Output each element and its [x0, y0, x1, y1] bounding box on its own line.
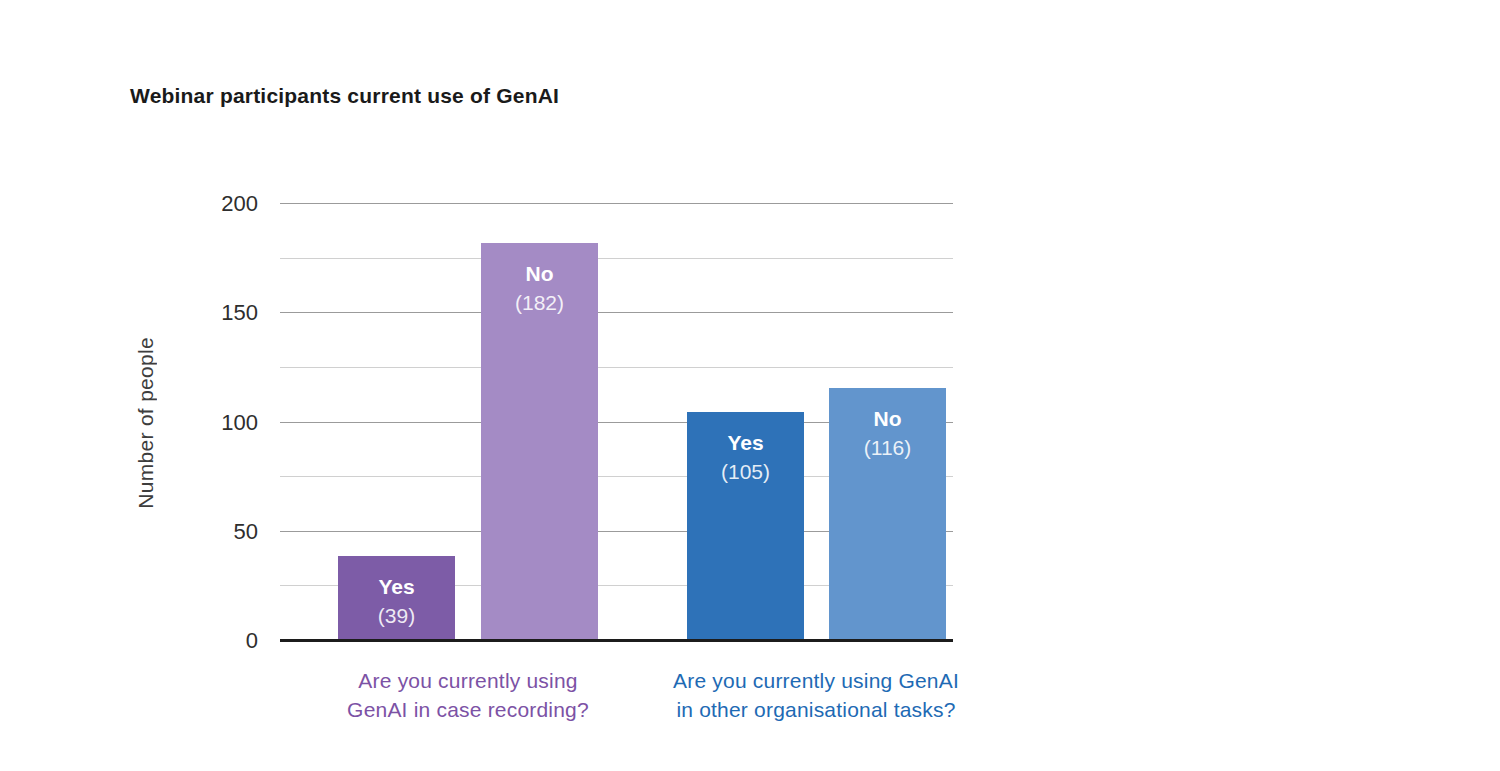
chart-title: Webinar participants current use of GenA…: [130, 84, 559, 108]
bar-case-recording-yes: Yes(39): [338, 556, 455, 641]
y-tick-150: 150: [128, 299, 258, 327]
minor-gridline-125: [280, 367, 953, 368]
bar-value: (39): [338, 601, 455, 630]
x-axis-label-line: Are you currently using GenAI: [673, 666, 959, 695]
bar-value: (182): [481, 288, 598, 317]
x-axis-label-line: Are you currently using: [347, 666, 589, 695]
bar-other-organisational-tasks-no: No(116): [829, 388, 946, 641]
bar-other-organisational-tasks-yes: Yes(105): [687, 412, 804, 641]
x-axis-line: [280, 639, 953, 642]
y-tick-200: 200: [128, 190, 258, 218]
bar-label: Yes: [687, 428, 804, 457]
bar-value: (116): [829, 433, 946, 462]
bar-label: No: [829, 404, 946, 433]
y-tick-0: 0: [128, 627, 258, 655]
major-gridline-200: [280, 203, 953, 204]
y-tick-50: 50: [128, 518, 258, 546]
bar-label: No: [481, 259, 598, 288]
major-gridline-150: [280, 312, 953, 313]
chart-canvas: Webinar participants current use of GenA…: [0, 0, 1500, 771]
y-tick-100: 100: [128, 409, 258, 437]
plot-area: Yes(39)No(182)Yes(105)No(116): [280, 204, 953, 641]
bar-value: (105): [687, 457, 804, 486]
bar-case-recording-no: No(182): [481, 243, 598, 641]
x-axis-label-case-recording: Are you currently usingGenAI in case rec…: [347, 666, 589, 724]
minor-gridline-175: [280, 258, 953, 259]
x-axis-label-other-organisational-tasks: Are you currently using GenAIin other or…: [673, 666, 959, 724]
x-axis-label-line: GenAI in case recording?: [347, 695, 589, 724]
x-axis-label-line: in other organisational tasks?: [673, 695, 959, 724]
bar-label: Yes: [338, 572, 455, 601]
